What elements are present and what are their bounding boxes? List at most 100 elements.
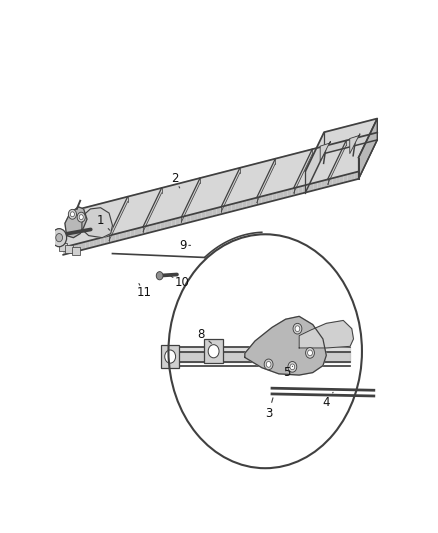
Polygon shape xyxy=(235,202,239,211)
Polygon shape xyxy=(194,213,198,221)
Polygon shape xyxy=(224,205,228,214)
Circle shape xyxy=(307,350,312,356)
Polygon shape xyxy=(343,174,347,183)
Polygon shape xyxy=(359,118,377,179)
Polygon shape xyxy=(231,203,235,212)
Polygon shape xyxy=(109,197,128,240)
Polygon shape xyxy=(299,186,303,194)
FancyBboxPatch shape xyxy=(72,247,80,255)
Polygon shape xyxy=(198,212,201,220)
Circle shape xyxy=(208,345,219,358)
Polygon shape xyxy=(97,238,101,246)
Polygon shape xyxy=(220,206,224,214)
Polygon shape xyxy=(293,149,312,193)
Circle shape xyxy=(264,359,273,370)
Polygon shape xyxy=(89,240,93,248)
Polygon shape xyxy=(82,241,86,250)
Polygon shape xyxy=(247,199,250,208)
Polygon shape xyxy=(287,189,291,197)
Circle shape xyxy=(71,212,74,217)
Polygon shape xyxy=(119,232,123,240)
Circle shape xyxy=(68,209,77,219)
Circle shape xyxy=(156,272,163,280)
Polygon shape xyxy=(104,236,108,244)
FancyBboxPatch shape xyxy=(161,345,180,368)
Polygon shape xyxy=(175,217,179,226)
Polygon shape xyxy=(209,209,213,217)
Polygon shape xyxy=(131,229,134,238)
Text: 11: 11 xyxy=(136,286,151,300)
Polygon shape xyxy=(254,197,258,206)
Polygon shape xyxy=(350,134,360,154)
Polygon shape xyxy=(112,234,116,243)
Polygon shape xyxy=(205,210,209,219)
Polygon shape xyxy=(321,180,325,189)
Polygon shape xyxy=(78,243,82,251)
Polygon shape xyxy=(138,227,142,236)
Polygon shape xyxy=(325,179,328,188)
Polygon shape xyxy=(134,228,138,237)
Polygon shape xyxy=(213,208,216,216)
Polygon shape xyxy=(160,222,164,230)
Polygon shape xyxy=(305,118,377,192)
Text: 1: 1 xyxy=(97,214,104,227)
Polygon shape xyxy=(108,235,112,243)
Polygon shape xyxy=(272,192,276,201)
Polygon shape xyxy=(265,195,269,203)
Polygon shape xyxy=(351,173,355,181)
Text: 2: 2 xyxy=(172,172,179,185)
Text: 8: 8 xyxy=(197,327,205,341)
Polygon shape xyxy=(355,172,359,180)
Polygon shape xyxy=(314,182,318,190)
Circle shape xyxy=(77,212,85,222)
Polygon shape xyxy=(257,159,276,203)
Polygon shape xyxy=(123,231,127,239)
Polygon shape xyxy=(336,176,340,184)
Polygon shape xyxy=(183,216,187,224)
Polygon shape xyxy=(245,317,326,375)
Polygon shape xyxy=(318,181,321,189)
Polygon shape xyxy=(153,223,157,232)
Text: 9: 9 xyxy=(179,239,187,252)
Polygon shape xyxy=(168,220,172,228)
Polygon shape xyxy=(157,222,160,231)
Polygon shape xyxy=(65,207,87,238)
Polygon shape xyxy=(149,224,153,233)
Circle shape xyxy=(266,361,271,367)
Polygon shape xyxy=(216,207,220,215)
Circle shape xyxy=(79,215,83,220)
Polygon shape xyxy=(179,216,183,225)
Polygon shape xyxy=(164,221,168,229)
Polygon shape xyxy=(291,188,295,196)
Polygon shape xyxy=(347,173,351,182)
Polygon shape xyxy=(101,237,104,245)
Circle shape xyxy=(56,233,63,242)
Circle shape xyxy=(295,326,300,332)
Polygon shape xyxy=(71,245,74,253)
Polygon shape xyxy=(74,244,78,252)
Polygon shape xyxy=(143,188,162,232)
Polygon shape xyxy=(191,214,194,222)
Polygon shape xyxy=(67,246,71,254)
Polygon shape xyxy=(142,227,145,235)
Polygon shape xyxy=(181,178,200,222)
Text: 5: 5 xyxy=(283,366,291,379)
Polygon shape xyxy=(127,230,131,238)
Polygon shape xyxy=(145,225,149,233)
Polygon shape xyxy=(116,233,119,241)
Polygon shape xyxy=(239,201,243,209)
Circle shape xyxy=(52,229,67,247)
FancyBboxPatch shape xyxy=(59,243,67,251)
Polygon shape xyxy=(328,178,332,187)
Text: 10: 10 xyxy=(175,276,190,289)
Polygon shape xyxy=(93,239,97,247)
Polygon shape xyxy=(328,141,346,184)
Polygon shape xyxy=(303,185,306,193)
Polygon shape xyxy=(63,133,377,247)
Polygon shape xyxy=(280,191,284,199)
Polygon shape xyxy=(276,192,280,200)
Circle shape xyxy=(290,364,295,370)
Polygon shape xyxy=(201,211,205,219)
Polygon shape xyxy=(310,183,314,191)
Circle shape xyxy=(288,361,297,372)
